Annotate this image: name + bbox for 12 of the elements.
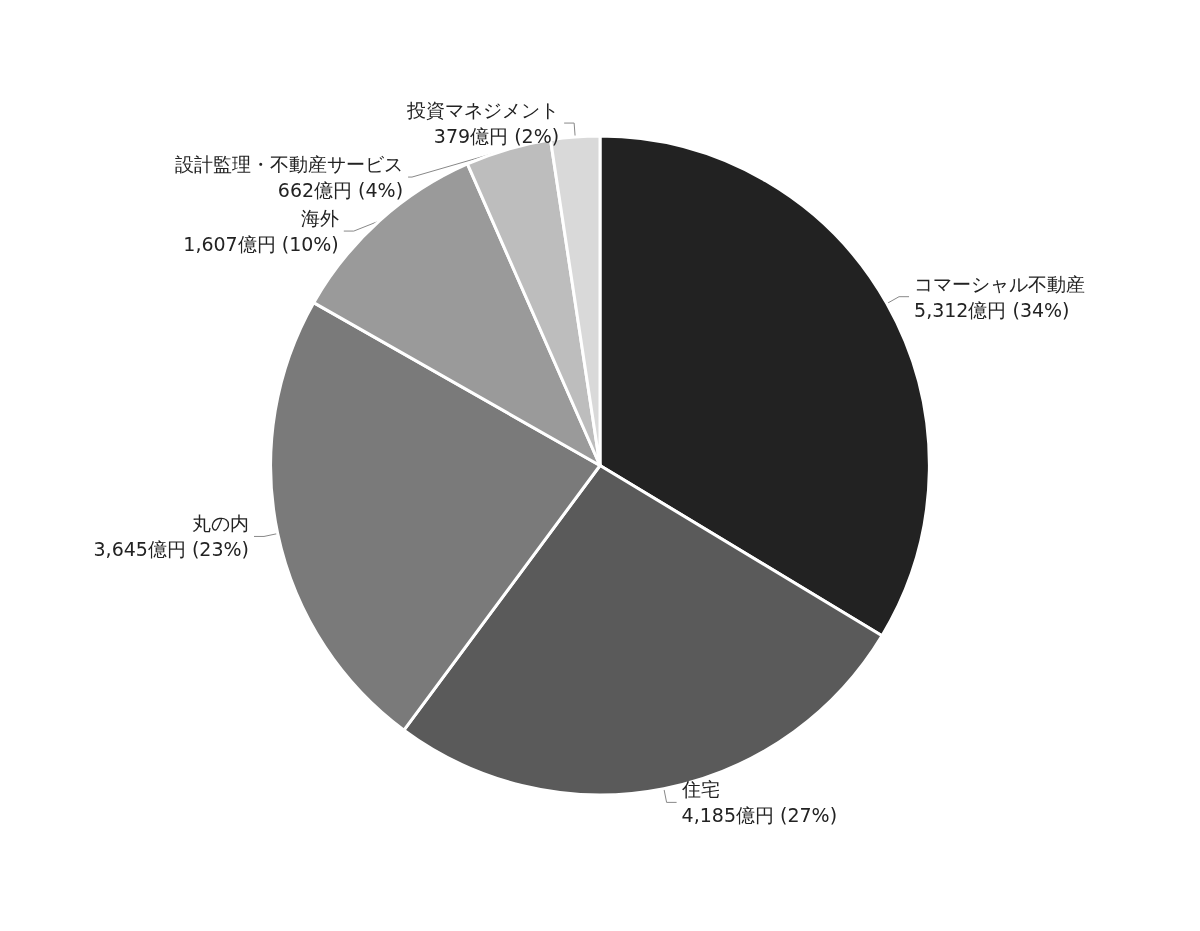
slice-label: コマーシャル不動産 — [914, 272, 1086, 295]
slice-label: 海外 — [300, 207, 339, 230]
data-label: 379億円 (2%) — [433, 125, 560, 148]
slice-label: 投資マネジメント — [406, 99, 560, 122]
slice-label: 設計監理・不動産サービス — [175, 153, 404, 176]
data-label: 3,645億円 (23%) — [93, 538, 250, 561]
slice-label: 住宅 — [680, 778, 720, 801]
data-label: 4,185億円 (27%) — [681, 804, 838, 827]
slice-label: 丸の内 — [192, 512, 250, 535]
data-label: 5,312億円 (34%) — [914, 298, 1070, 321]
data-label: 1,607億円 (10%) — [183, 233, 339, 256]
data-label: 662億円 (4%) — [277, 179, 404, 202]
